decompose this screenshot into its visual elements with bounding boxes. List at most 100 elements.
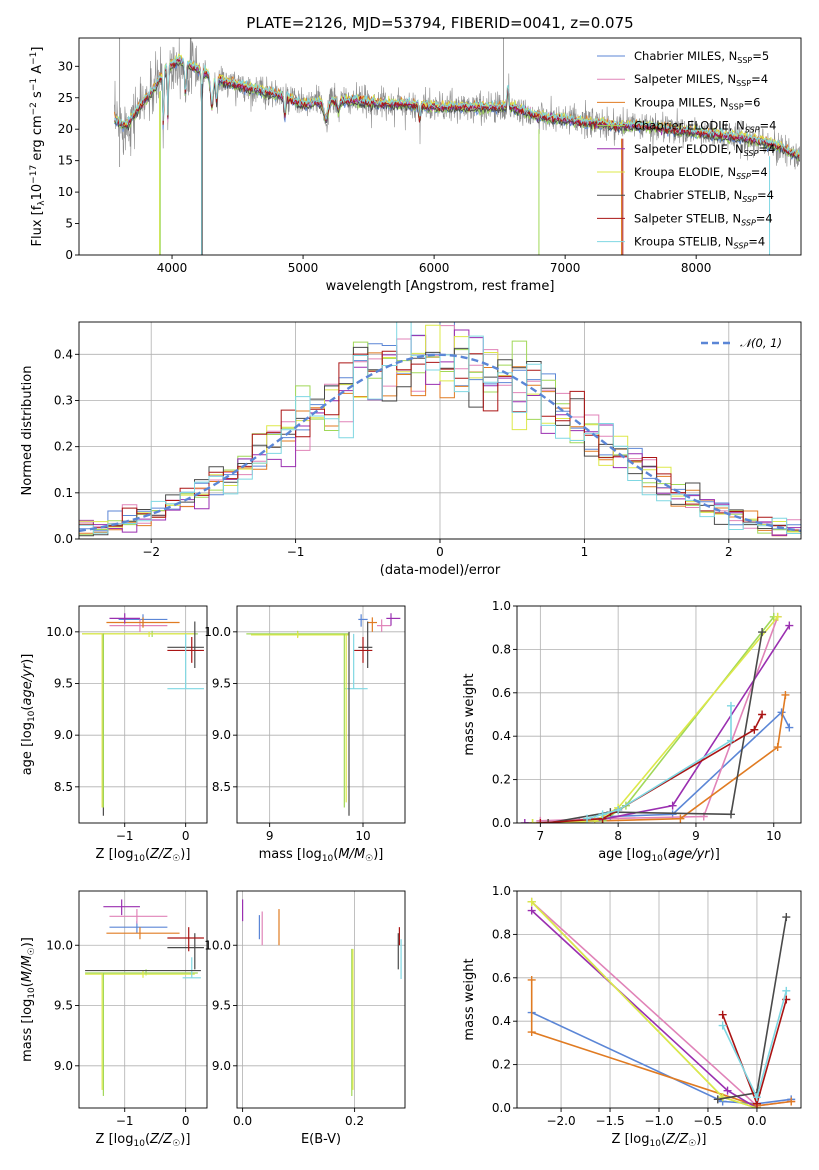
weight-series-line: [530, 980, 792, 1107]
legend-entry: Chabrier STELIB, NSSP=4: [634, 188, 774, 204]
weight-point-marker: [777, 708, 786, 717]
tick-label-x: −1: [287, 545, 305, 559]
weight-point-marker: [718, 1021, 727, 1030]
mass_vs_EBV-plot-area: [242, 899, 402, 1096]
y-axis-label: Flux [fλ10−17 erg cm−2 s−1 A−1]: [29, 47, 47, 247]
weight-point-marker: [787, 1097, 796, 1106]
weight-point-marker: [750, 725, 759, 734]
weight-point-marker: [527, 1028, 536, 1037]
weight-point-marker: [528, 819, 537, 823]
mass_vs_EBV-panel: 0.0 0.2 9.0 9.5 10.0 E(B-V): [204, 890, 406, 1147]
legend-entry: Chabrier ELODIE, NSSP=4: [634, 119, 776, 135]
mass_vs_Z-plot-area: [85, 899, 204, 1096]
x-axis-label: E(B-V): [301, 1132, 341, 1147]
legend-entry: Chabrier MILES, NSSP=5: [634, 49, 769, 65]
axes-frame: [78, 605, 208, 824]
weight-point-marker: [785, 723, 794, 732]
residuals-panel: −2 −1 0 1 2 0.0 0.1 0.2 0.3 0.4 (data-model)/error…: [20, 321, 802, 578]
tick-label-y: 9.5: [54, 677, 73, 691]
weight-series-line: [717, 916, 788, 1101]
weight-point-marker: [758, 710, 767, 719]
tick-label-x: 0.0: [747, 1114, 766, 1128]
tick-label-y: 0.8: [492, 642, 511, 656]
weight-point-marker: [781, 690, 790, 699]
tick-label-x: −1.0: [644, 1114, 673, 1128]
tick-label-y: 9.0: [54, 1059, 73, 1073]
weight_vs_Z-panel: −2.0 −1.5 −1.0 −0.5 0.0 0.0 0.2 0.4 0.6 0.8 1.0 Z […: [462, 884, 802, 1149]
legend-entry: 𝒩(0, 1): [740, 336, 782, 350]
tick-label-y: 0.2: [54, 440, 73, 454]
tick-label-y: 8.5: [54, 780, 73, 794]
x-axis-label: wavelength [Angstrom, rest frame]: [326, 279, 555, 294]
tick-label-x: −1: [116, 1114, 134, 1128]
tick-label-x: 0: [182, 1114, 190, 1128]
age_vs_mass-panel: 9 10 8.5 9.0 9.5 10.0 mass [log10(M/M☉)]: [204, 605, 406, 864]
axes-frame: [516, 890, 802, 1109]
weight_vs_age-plot-area: [520, 612, 794, 823]
weight-point-marker: [527, 975, 536, 984]
weight-point-marker: [520, 819, 529, 823]
x-axis-label: Z [log10(Z/Z☉)]: [96, 847, 191, 864]
weight-series-line: [524, 625, 790, 823]
tick-label-x: 1: [581, 545, 589, 559]
y-axis-label: mass weight: [462, 958, 477, 1040]
tick-label-x: −2: [142, 545, 160, 559]
x-axis-label: (data-model)/error: [380, 563, 501, 578]
weight-point-marker: [590, 816, 599, 823]
weight-point-marker: [752, 1093, 761, 1102]
tick-label-y: 10.0: [204, 938, 231, 952]
weight-point-marker: [536, 819, 545, 823]
weight_vs_Z-plot-area: [527, 897, 796, 1108]
tick-label-x: 7: [537, 829, 545, 843]
legend: Chabrier MILES, NSSP=5 Salpeter MILES, NS…: [597, 49, 776, 251]
weight-series-line: [532, 616, 779, 823]
residual-histogram-step: [79, 329, 801, 539]
spectrum-title: PLATE=2126, MJD=53794, FIBERID=0041, z=0…: [246, 14, 633, 32]
tick-label-x: 5000: [288, 261, 319, 275]
axes-frame: [78, 321, 802, 540]
tick-label-y: 10.0: [46, 625, 73, 639]
tick-label-y: 1.0: [492, 884, 511, 898]
weight-series-line: [531, 909, 758, 1108]
weight-series-line: [547, 631, 763, 823]
weight-point-marker: [785, 621, 794, 630]
normal-curve-line: [79, 353, 801, 533]
tick-label-y: 0.6: [492, 971, 511, 985]
tick-label-y: 9.5: [54, 999, 73, 1013]
tick-label-y: 25: [58, 91, 73, 105]
weight-point-marker: [723, 1086, 732, 1095]
weight-point-marker: [527, 906, 536, 915]
mass_vs_Z-panel: −1 0 9.0 9.5 10.0 Z [log10(Z/Z☉)] mass [log10(…: [20, 890, 208, 1149]
weight-point-marker: [614, 805, 623, 814]
age_vs_mass-plot-area: [246, 613, 401, 816]
tick-label-y: 10: [58, 185, 73, 199]
model-spectrum-line: [114, 55, 800, 158]
tick-label-y: 0: [65, 248, 73, 262]
axes-frame: [236, 605, 406, 824]
weight-point-marker: [544, 819, 553, 823]
tick-label-x: 10: [766, 829, 781, 843]
weight-point-marker: [726, 736, 735, 745]
y-axis-label: mass weight: [462, 673, 477, 755]
legend-entry: Salpeter ELODIE, NSSP=4: [634, 142, 775, 158]
weight-point-marker: [758, 628, 767, 637]
weight-series-line: [532, 616, 775, 823]
tick-label-y: 0.6: [492, 686, 511, 700]
tick-label-x: −1: [116, 829, 134, 843]
weight-series-line: [721, 990, 788, 1100]
weight-point-marker: [726, 810, 735, 819]
tick-label-x: −1.5: [595, 1114, 624, 1128]
weight-point-marker: [583, 814, 592, 823]
tick-label-x: 8000: [681, 261, 712, 275]
weight-series-line: [721, 999, 788, 1107]
tick-label-y: 0.2: [492, 773, 511, 787]
model-spectrum-line: [114, 58, 800, 158]
tick-label-y: 0.4: [54, 347, 73, 361]
tick-label-x: 10: [355, 829, 370, 843]
age_vs_Z-panel: −1 0 8.5 9.0 9.5 10.0 Z [log10(Z/Z☉)] age [log1…: [20, 605, 208, 864]
tick-label-x: 0: [436, 545, 444, 559]
model-spectrum-line: [114, 60, 800, 162]
tick-label-x: 9: [266, 829, 274, 843]
y-axis-label: Normed distribution: [20, 366, 35, 496]
